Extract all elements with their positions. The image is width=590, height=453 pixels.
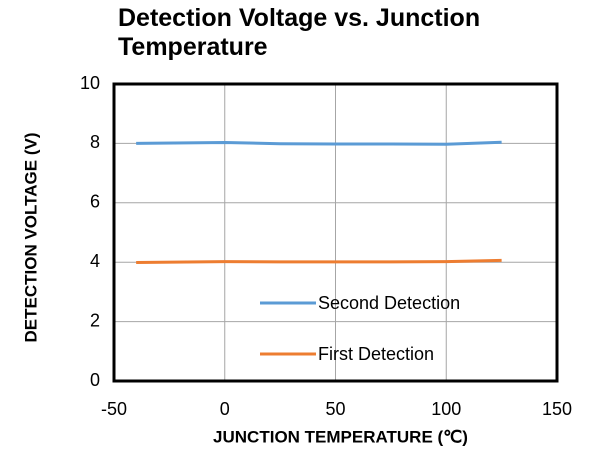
legend-label: First Detection <box>318 344 434 364</box>
y-tick-label: 8 <box>90 132 100 152</box>
series-line <box>136 140 502 146</box>
x-tick-label: 100 <box>431 399 461 419</box>
y-axis-title: DETECTION VOLTAGE (V) <box>21 133 40 343</box>
x-tick-label: 50 <box>325 399 345 419</box>
y-tick-label: 10 <box>80 73 100 93</box>
y-tick-label: 0 <box>90 370 100 390</box>
x-tick-label: -50 <box>101 399 127 419</box>
y-tick-label: 6 <box>90 192 100 212</box>
x-tick-label: 0 <box>220 399 230 419</box>
y-tick-label: 4 <box>90 251 100 271</box>
series-line <box>136 258 502 264</box>
x-axis-title: JUNCTION TEMPERATURE (℃) <box>213 427 468 446</box>
plot-border <box>112 82 559 383</box>
y-tick-label: 2 <box>90 310 100 330</box>
legend-label: Second Detection <box>318 293 460 313</box>
x-tick-label: 150 <box>542 399 572 419</box>
chart-title: Detection Voltage vs. Junction Temperatu… <box>118 4 481 61</box>
